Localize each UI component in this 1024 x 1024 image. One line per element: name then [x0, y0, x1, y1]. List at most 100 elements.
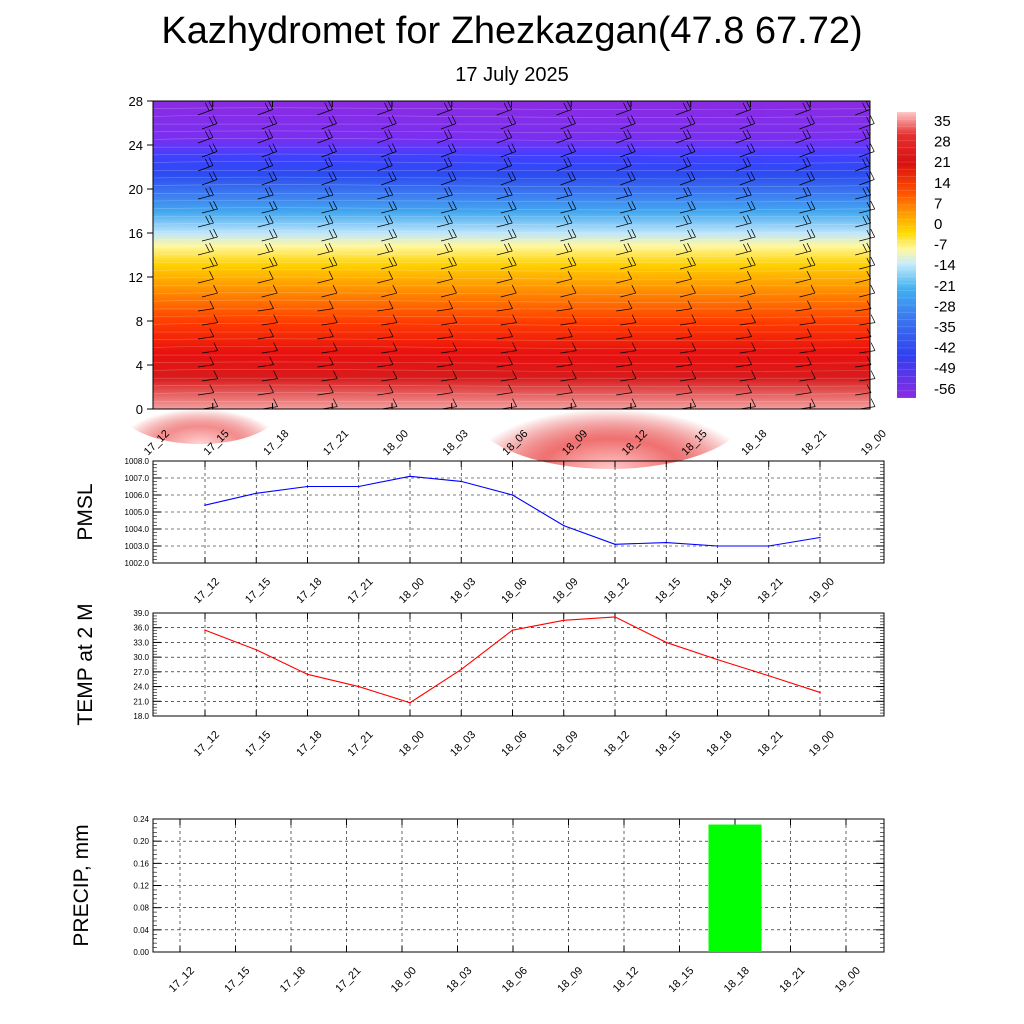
wind-barb — [381, 143, 397, 158]
wind-barb-shaft — [855, 109, 871, 116]
wind-barb — [620, 370, 637, 382]
wind-barb — [735, 356, 752, 368]
wind-barb — [317, 300, 334, 312]
wind-barb-flag — [807, 300, 812, 309]
wind-barb-flag — [567, 257, 573, 267]
wind-barb-flag — [563, 102, 569, 112]
wind-barb — [381, 342, 398, 354]
wind-barb-flag — [384, 130, 389, 140]
wind-barb-flag — [452, 200, 457, 210]
y-tick-label: 30.0 — [133, 653, 149, 662]
wind-barb-shaft — [500, 264, 517, 270]
wind-barb-flag — [209, 229, 214, 239]
wind-barb — [620, 171, 636, 186]
x-tick-label: 18_21 — [777, 965, 807, 995]
colorbar-label: -7 — [934, 237, 947, 254]
contour-line — [152, 384, 871, 388]
wind-barb-shaft — [620, 378, 637, 382]
wind-barb-flag — [802, 215, 808, 225]
wind-barb-flag — [623, 158, 628, 168]
wind-barb-flag — [807, 384, 812, 393]
wind-barb-flag — [212, 171, 218, 180]
wind-barb-flag — [870, 370, 876, 379]
colorbar — [897, 112, 916, 398]
wind-barb-flag — [691, 398, 697, 407]
wind-barb-flag — [332, 143, 337, 152]
wind-barb-flag — [802, 158, 808, 168]
wind-barb-shaft — [261, 179, 277, 186]
wind-barb-flag — [264, 130, 270, 140]
wind-barb-flag — [452, 314, 458, 323]
wind-barb-flag — [451, 115, 457, 124]
pmsl-point — [665, 541, 668, 544]
wind-barb-shaft — [675, 165, 692, 172]
wind-barb-shaft — [440, 378, 457, 382]
wind-barb — [377, 384, 394, 396]
wind-barb-shaft — [500, 179, 516, 186]
wind-barb-shaft — [855, 336, 872, 340]
wind-barb — [620, 115, 636, 130]
temp-point — [716, 658, 719, 661]
wind-barb-flag — [751, 370, 756, 379]
wind-barb — [321, 314, 338, 326]
wind-barb — [321, 342, 338, 354]
wind-barb-flag — [452, 398, 458, 407]
wind-barb-flag — [272, 171, 278, 180]
wind-barb-flag — [687, 384, 693, 393]
wind-barb-flag — [811, 314, 816, 323]
wind-barb-flag — [746, 214, 752, 224]
wind-barb-flag — [444, 243, 449, 253]
wind-barb-flag — [205, 187, 210, 197]
wind-barb-shaft — [197, 137, 214, 144]
wind-barb-flag — [264, 158, 270, 168]
wind-barb-shaft — [197, 364, 214, 368]
wind-barb-flag — [623, 243, 629, 253]
wind-barb-shaft — [620, 236, 636, 242]
wind-barb — [500, 284, 517, 298]
wind-barb-flag — [571, 143, 576, 152]
pmsl-point — [409, 475, 411, 478]
x-tick-label: 17_12 — [192, 576, 222, 606]
wind-barb-shaft — [556, 308, 573, 312]
wind-barb — [675, 214, 692, 228]
wind-barb — [440, 314, 458, 326]
wind-barb — [616, 157, 632, 172]
wind-barb-flag — [328, 242, 334, 252]
wind-barb — [436, 328, 454, 340]
wind-barb — [436, 157, 453, 172]
wind-barb-flag — [507, 186, 513, 196]
contour-line — [152, 253, 871, 257]
wind-barb-shaft — [739, 236, 756, 242]
x-tick-label: 18_12 — [611, 965, 641, 995]
wind-barb-flag — [213, 342, 219, 351]
wind-barb — [436, 186, 453, 200]
wind-barb-shaft — [257, 222, 274, 228]
wind-barb-flag — [691, 256, 696, 266]
wind-barb — [620, 200, 637, 214]
wind-barb-flag — [631, 398, 637, 407]
wind-barb — [197, 129, 214, 144]
wind-barb — [799, 228, 816, 242]
wind-barb-flag — [571, 284, 577, 294]
wind-barb-flag — [627, 201, 633, 211]
wind-barb-flag — [806, 214, 812, 224]
x-tick-label: 18_09 — [551, 729, 581, 759]
wind-barb — [620, 228, 637, 242]
wind-barb-flag — [212, 115, 218, 124]
wind-barb-shaft — [440, 322, 457, 326]
wind-barb-shaft — [496, 278, 513, 284]
wind-barb — [321, 143, 337, 158]
wind-barb-shaft — [616, 308, 633, 312]
wind-barb-shaft — [377, 392, 394, 396]
wind-barb-shaft — [855, 222, 871, 228]
wind-barb-flag — [802, 243, 808, 253]
x-tick-label: 18_03 — [448, 729, 478, 759]
wind-barb — [496, 129, 513, 144]
wind-barb-flag — [687, 201, 692, 211]
wind-barb-shaft — [381, 378, 398, 382]
wind-barb — [436, 270, 453, 284]
contour-line — [152, 292, 871, 295]
colorbar-label: -28 — [934, 298, 956, 315]
wind-barb — [556, 129, 572, 144]
wind-barb-flag — [448, 257, 453, 267]
